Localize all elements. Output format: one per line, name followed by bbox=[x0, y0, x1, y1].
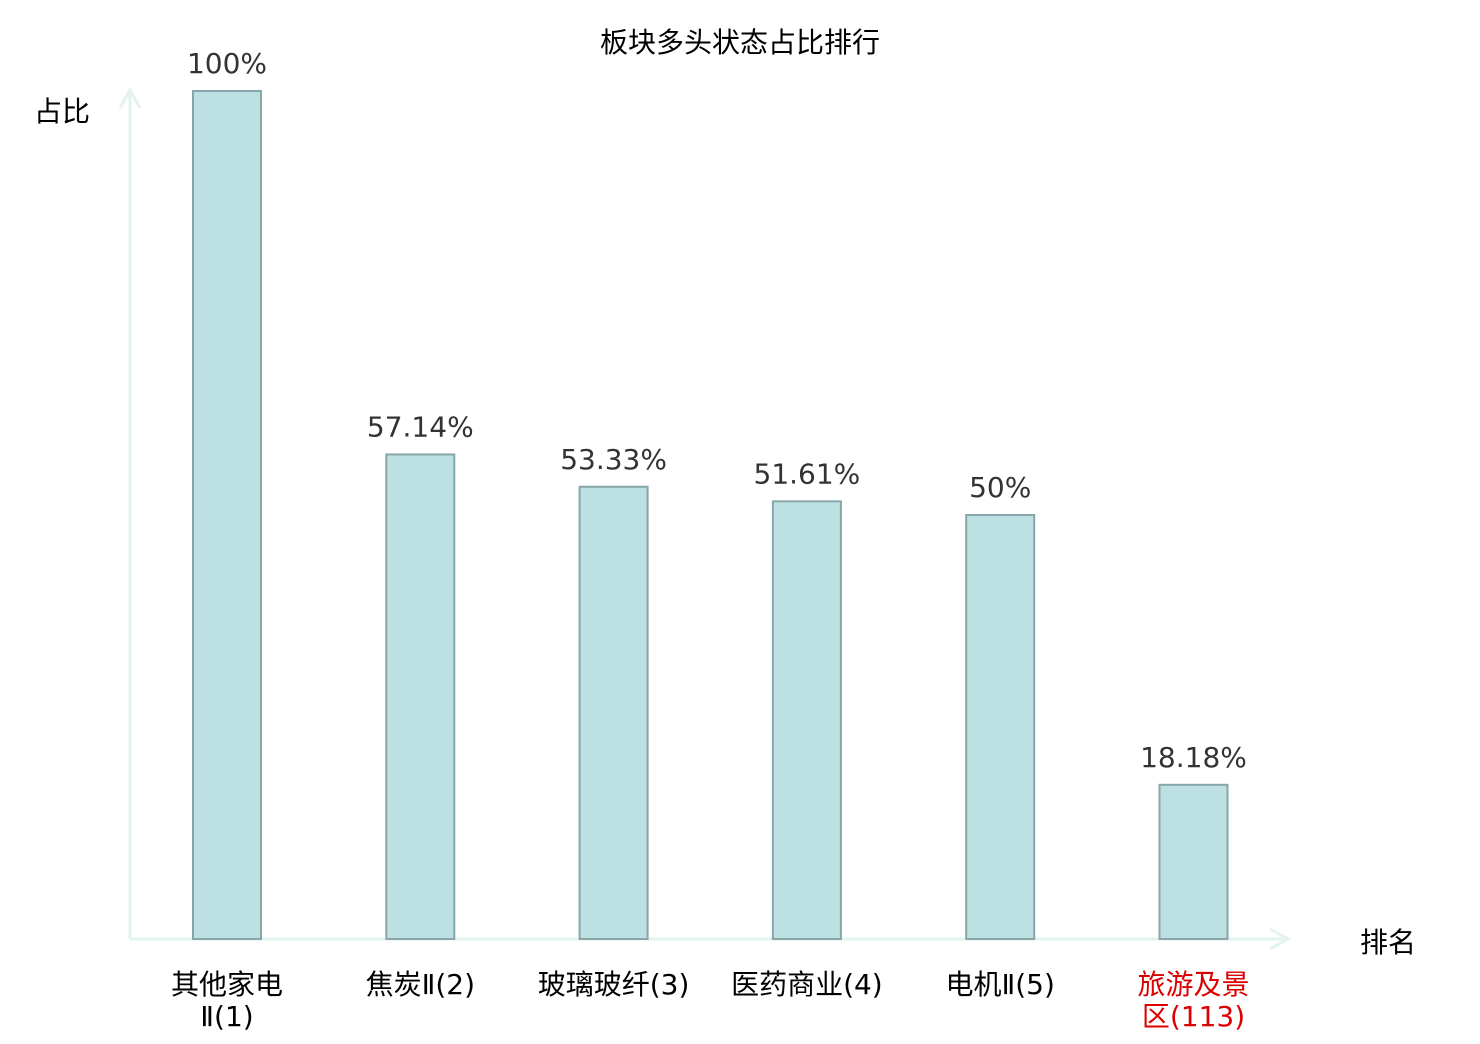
bar-value-label: 50% bbox=[969, 471, 1031, 504]
x-tick-label: 医药商业(4) bbox=[731, 968, 883, 1001]
bar bbox=[578, 485, 649, 940]
x-tick-label: 电机Ⅱ(5) bbox=[945, 968, 1054, 1001]
x-axis-arrow bbox=[1269, 927, 1292, 951]
x-tick-label: 其他家电 bbox=[171, 968, 283, 1001]
bar bbox=[192, 90, 262, 940]
bars-group bbox=[192, 90, 1229, 941]
value-labels-group: 100% 57.14% 53.33% 51.61% 50% 18.18% bbox=[187, 47, 1247, 774]
bar-value-label: 51.61% bbox=[754, 457, 861, 490]
chart-title: 板块多头状态占比排行 bbox=[600, 26, 880, 59]
bar bbox=[771, 500, 842, 940]
x-axis-label: 排名 bbox=[1360, 926, 1416, 959]
bar bbox=[965, 514, 1036, 940]
axes bbox=[118, 86, 1292, 951]
bar-value-label: 57.14% bbox=[367, 410, 474, 443]
y-axis-arrow bbox=[118, 86, 142, 109]
bar bbox=[1158, 783, 1229, 941]
x-tick-label: 区(113) bbox=[1142, 1000, 1245, 1033]
x-tick-label: Ⅱ(1) bbox=[200, 1000, 253, 1033]
x-tick-label: 玻璃玻纤(3) bbox=[538, 968, 690, 1001]
y-axis-label: 占比 bbox=[34, 95, 90, 128]
bar-value-label: 18.18% bbox=[1140, 741, 1247, 774]
bar-value-label: 100% bbox=[187, 47, 267, 80]
x-tick-label: 旅游及景 bbox=[1137, 968, 1249, 1001]
bar-value-label: 53.33% bbox=[560, 443, 667, 476]
x-tick-label: 焦炭Ⅱ(2) bbox=[366, 968, 475, 1001]
bar bbox=[385, 453, 456, 940]
